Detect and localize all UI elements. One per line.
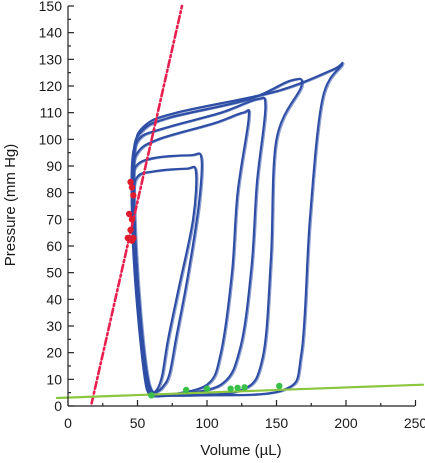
end-systolic-point bbox=[125, 210, 133, 218]
axes: 0 10 20 30 40 50 60 70 80 90 100 110 120 130 140 150 0 5… bbox=[39, 0, 425, 431]
x-tick-label: 100 bbox=[195, 415, 219, 431]
end-systolic-point bbox=[127, 178, 134, 186]
end-diastolic-point bbox=[241, 384, 248, 391]
y-tick-label: 100 bbox=[39, 131, 63, 147]
data-points bbox=[124, 178, 283, 399]
x-tick-label: 200 bbox=[334, 415, 358, 431]
y-tick-label: 30 bbox=[46, 318, 62, 334]
y-tick-label: 140 bbox=[39, 25, 63, 41]
espvr-line bbox=[90, 4, 184, 405]
y-ticks: 0 10 20 30 40 50 60 70 80 90 100 110 120 130 140 150 bbox=[39, 0, 74, 414]
end-diastolic-point bbox=[182, 386, 190, 394]
y-tick-label: 60 bbox=[46, 238, 62, 254]
edpvr-line bbox=[55, 383, 425, 400]
y-tick-label: 70 bbox=[46, 211, 62, 227]
end-systolic-point bbox=[127, 226, 134, 234]
end-systolic-point bbox=[128, 216, 136, 223]
end-systolic-point bbox=[128, 184, 136, 191]
x-tick-label: 50 bbox=[130, 415, 146, 431]
pv-loop-trace bbox=[133, 79, 305, 398]
y-tick-label: 130 bbox=[39, 51, 63, 67]
end-diastolic-point bbox=[203, 385, 211, 392]
x-axis-title: Volume (µL) bbox=[200, 442, 281, 459]
end-diastolic-point bbox=[276, 382, 283, 390]
x-tick-label: 250 bbox=[404, 415, 425, 431]
y-tick-label: 50 bbox=[46, 265, 62, 281]
end-diastolic-point bbox=[227, 385, 234, 392]
relation-lines bbox=[55, 4, 425, 405]
y-tick-label: 40 bbox=[46, 291, 62, 307]
end-systolic-point bbox=[130, 192, 137, 199]
end-diastolic-point bbox=[148, 392, 155, 399]
y-tick-label: 0 bbox=[54, 398, 62, 414]
y-tick-label: 10 bbox=[46, 371, 62, 387]
pv-loop-trace bbox=[134, 63, 345, 398]
pv-loop bbox=[132, 61, 344, 398]
y-tick-label: 20 bbox=[46, 345, 62, 361]
y-tick-label: 110 bbox=[40, 105, 63, 121]
y-tick-label: 150 bbox=[39, 0, 63, 14]
x-ticks: 0 50 100 150 200 250 bbox=[64, 400, 425, 431]
end-diastolic-point bbox=[234, 384, 241, 392]
y-tick-label: 120 bbox=[39, 78, 63, 94]
y-axis-title: Pressure (mm Hg) bbox=[2, 144, 19, 267]
x-tick-label: 150 bbox=[265, 415, 289, 431]
y-tick-label: 80 bbox=[46, 185, 62, 201]
plot-area bbox=[55, 4, 425, 405]
y-tick-label: 90 bbox=[46, 158, 62, 174]
x-tick-label: 0 bbox=[64, 415, 72, 431]
end-systolic-point bbox=[130, 234, 137, 242]
pv-loop bbox=[131, 77, 304, 398]
pv-loops bbox=[130, 61, 345, 398]
